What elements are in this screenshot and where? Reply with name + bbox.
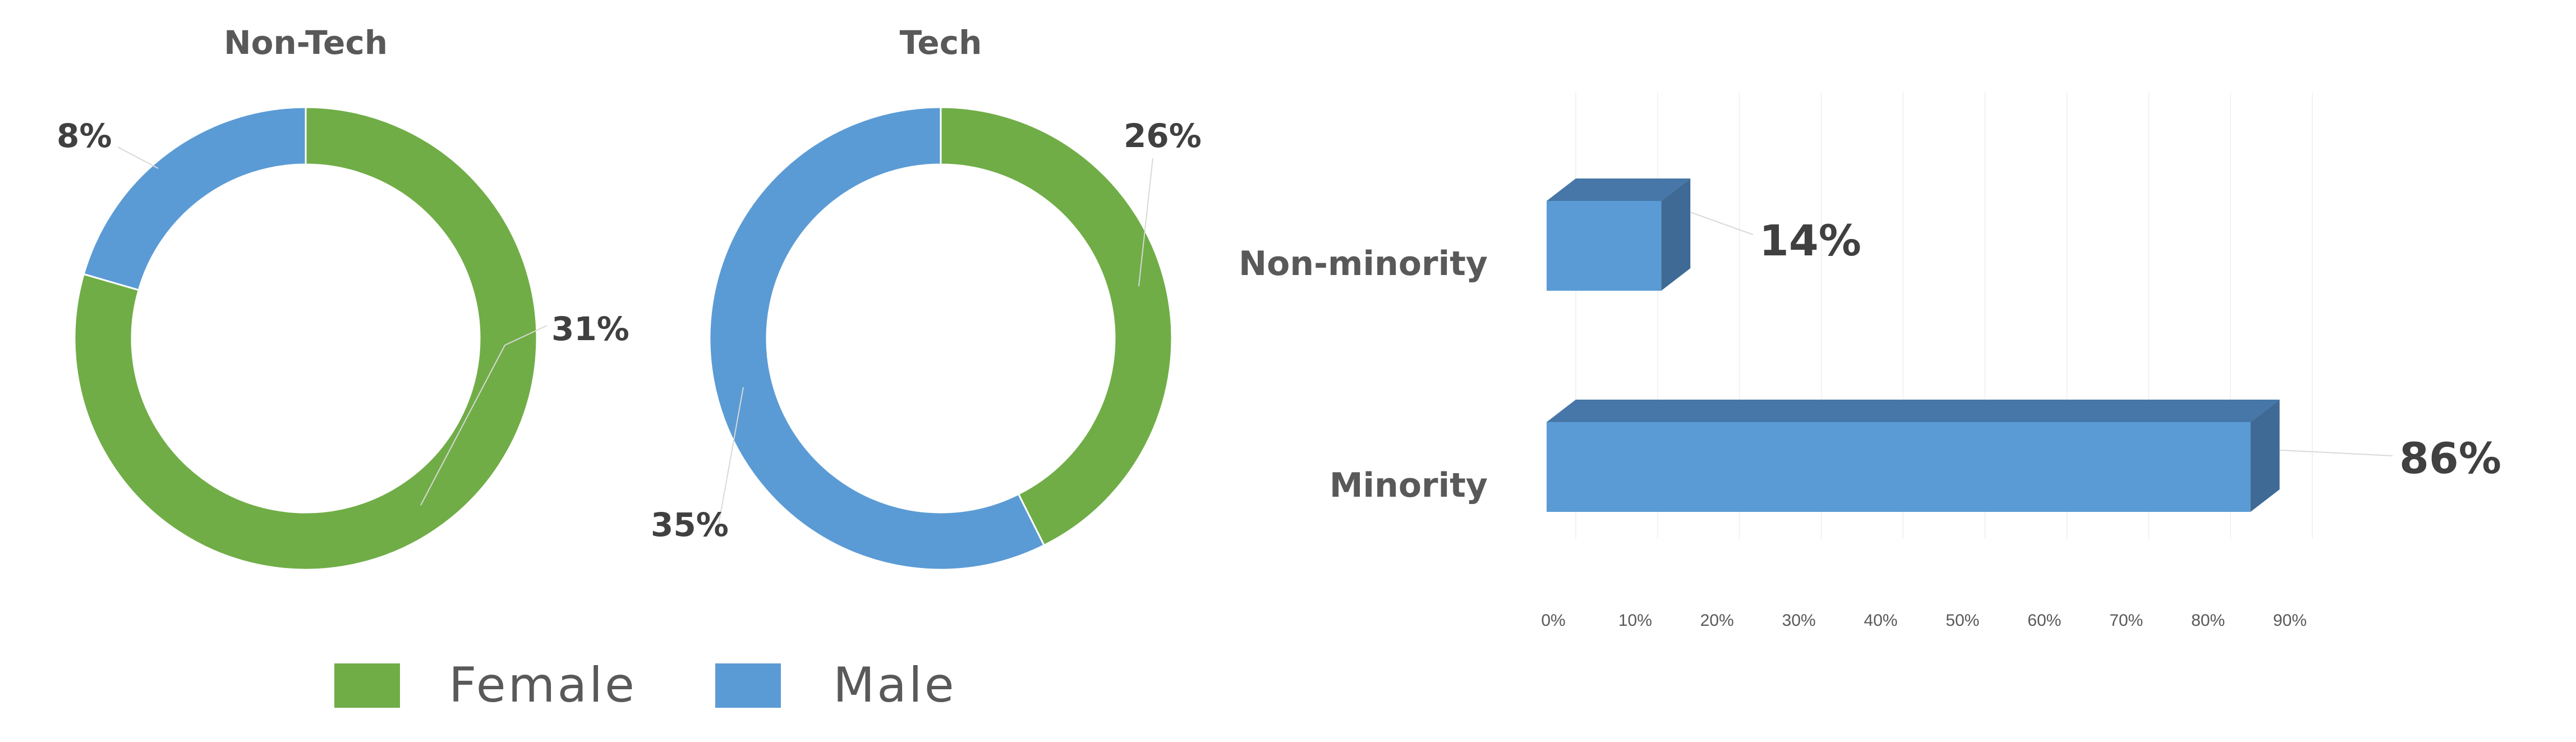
x-tick-label: 50% [1945,611,1979,630]
minority-bar-chart: 0% 10% 20% 30% 40% 50% 60% 70% 80% 90% Non-minori… [1239,93,2501,630]
bar-side-face [1661,178,1691,291]
legend-swatch-female [334,663,400,708]
bar-top-face [1547,178,1691,201]
legend-label-female: Female [449,657,637,713]
data-label-male: 8% [57,117,112,155]
tech-chart-title: Tech [900,24,982,62]
legend: Female Male [334,657,956,713]
donut-slice-female [73,106,538,571]
bar-side-face [2250,400,2280,512]
leader-line [2279,450,2393,456]
category-label-minority: Minority [1330,466,1488,505]
leader-line [1690,212,1754,235]
donut-slice-female [940,106,1173,547]
data-label-minority: 86% [2399,433,2501,483]
leader-line [1138,158,1153,287]
x-tick-label: 30% [1782,611,1816,630]
x-tick-label: 10% [1618,611,1652,630]
legend-swatch-male [715,663,781,708]
donut-slice-male [82,106,307,291]
x-tick-label: 20% [1700,611,1734,630]
bar-minority [1547,400,2280,512]
leader-line [717,387,744,528]
legend-label-male: Male [833,657,956,713]
x-tick-label: 90% [2273,611,2307,630]
bar-front-face [1547,201,1662,291]
data-label-female: 31% [551,310,629,348]
bar-non-minority [1547,178,1691,291]
non-tech-donut-chart: Non-Tech 8% 31% [57,24,629,571]
x-tick-label: 80% [2191,611,2225,630]
bar-top-face [1547,400,2280,422]
data-label-non-minority: 14% [1759,216,1861,265]
x-tick-label: 0% [1541,611,1565,630]
category-label-non-minority: Non-minority [1239,244,1488,283]
non-tech-chart-title: Non-Tech [224,24,388,62]
donut-slice-male [709,106,1046,571]
x-tick-label: 70% [2109,611,2143,630]
leader-line [420,325,548,506]
tech-donut-chart: Tech 26% 35% [651,24,1202,571]
x-tick-label: 60% [2027,611,2061,630]
leader-line [117,146,159,169]
x-tick-label: 40% [1864,611,1898,630]
data-label-male: 35% [651,506,729,544]
bar-front-face [1547,422,2251,512]
data-label-female: 26% [1124,117,1202,155]
